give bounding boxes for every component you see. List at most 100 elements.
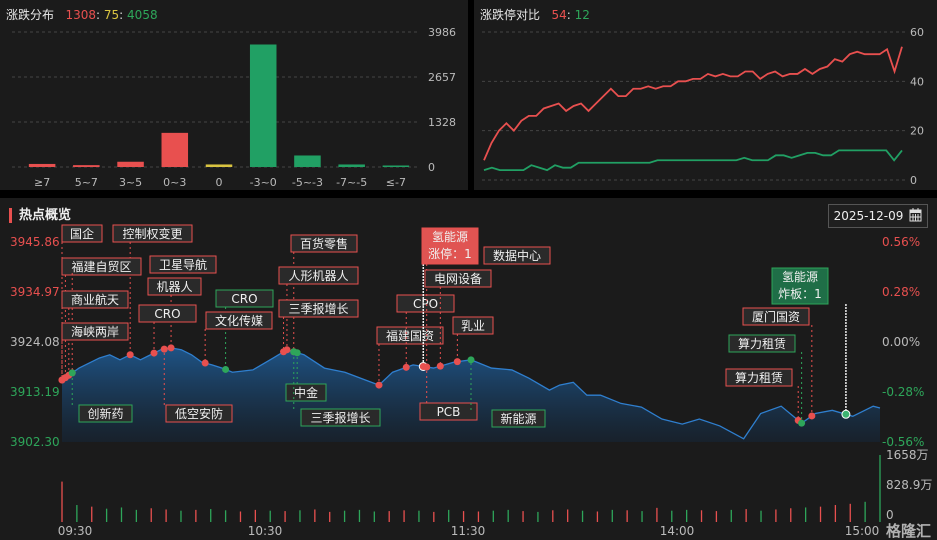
volume-tick-label: 828.9万 — [886, 478, 932, 492]
hot-tag-机器人[interactable]: 机器人 — [147, 277, 202, 296]
hot-tag-三季报增长[interactable]: 三季报增长 — [300, 408, 381, 427]
tag-dot — [150, 349, 158, 357]
hot-overview-panel: 3945.86 0.56% 3934.97 0.28% 3924.08 0.00% 3913… — [0, 198, 937, 540]
hot-tag-海峡两岸[interactable]: 海峡两岸 — [61, 322, 129, 341]
x-tick-label: 5~7 — [75, 176, 98, 189]
x-tick-label: ≤-7 — [386, 176, 406, 189]
limit-ratio-panel: 涨跌停对比 54: 12 60 40 20 0 — [474, 0, 937, 190]
price-tick-label: 3934.97 — [10, 285, 60, 299]
hot-tag-低空安防[interactable]: 低空安防 — [165, 404, 233, 423]
hot-tag-三季报增长[interactable]: 三季报增长 — [278, 299, 359, 318]
tag-label: 福建国资 — [386, 328, 434, 343]
y-tick-label: 1328 — [428, 116, 456, 129]
hot-tag-乳业[interactable]: 乳业 — [452, 316, 494, 335]
title-text: 涨跌分布 — [6, 8, 55, 22]
y-tick-label: 3986 — [428, 26, 456, 39]
tag-box — [396, 294, 455, 313]
hot-tag-中金[interactable]: 中金 — [285, 383, 327, 402]
hot-tag-CRO[interactable]: CRO — [215, 289, 274, 308]
tag-box — [278, 266, 359, 285]
y-tick-label: 60 — [910, 26, 924, 39]
tag-label: CRO — [154, 307, 180, 321]
bar — [338, 164, 365, 167]
hot-tag-CRO[interactable]: CRO — [138, 304, 197, 323]
hot-tag-人形机器人[interactable]: 人形机器人 — [278, 266, 359, 285]
hot-tag-控制权变更[interactable]: 控制权变更 — [112, 224, 193, 243]
bar — [249, 44, 277, 167]
tag-dot — [290, 348, 298, 356]
hot-tag-百货零售[interactable]: 百货零售 — [290, 234, 358, 253]
volume-tick-label: 1658万 — [886, 448, 929, 462]
down-count: 4058 — [127, 8, 158, 22]
tag-box — [483, 246, 551, 265]
hot-tag-数据中心[interactable]: 数据中心 — [483, 246, 551, 265]
hot-tag-电网设备[interactable]: 电网设备 — [424, 269, 492, 288]
hot-tag-文化传媒[interactable]: 文化传媒 — [205, 311, 273, 330]
tag-dot — [167, 344, 175, 352]
bar — [28, 163, 56, 167]
x-tick-label: -7~-5 — [336, 176, 367, 189]
hot-overview-chart[interactable]: 3945.86 0.56% 3934.97 0.28% 3924.08 0.00% 3913… — [0, 198, 937, 540]
tag-box — [165, 404, 233, 423]
tag-label: 百货零售 — [300, 236, 348, 251]
tag-dot — [402, 363, 410, 371]
tag-box — [491, 409, 546, 428]
date-picker[interactable]: 2025-12-09 — [828, 204, 928, 228]
hot-tag-算力租赁[interactable]: 算力租赁 — [728, 334, 796, 353]
time-tick-label: 15:00 — [845, 524, 880, 538]
hot-tag-福建自贸区[interactable]: 福建自贸区 — [61, 257, 142, 276]
hot-tag-CPO[interactable]: CPO — [396, 294, 455, 313]
time-tick-label: 14:00 — [660, 524, 695, 538]
time-tick-label: 10:30 — [248, 524, 283, 538]
price-tick-label: 3945.86 — [10, 235, 60, 249]
limit-down-line — [483, 149, 903, 172]
x-tick-label: 0~3 — [163, 176, 186, 189]
tag-label: 控制权变更 — [122, 226, 182, 241]
title-text: 涨跌停对比 — [480, 8, 541, 22]
tag-box — [278, 299, 359, 318]
tag-label: 福建自贸区 — [71, 259, 131, 274]
tag-label: 机器人 — [156, 280, 192, 294]
hot-tag-国企[interactable]: 国企 — [61, 224, 103, 243]
limit-ratio-title: 涨跌停对比 54: 12 — [480, 8, 590, 22]
tag-label: 商业航天 — [71, 292, 119, 307]
hot-tag-卫星导航[interactable]: 卫星导航 — [149, 255, 217, 274]
tag-dot — [453, 358, 461, 366]
tag-box — [300, 408, 381, 427]
hot-tag-厦门国资[interactable]: 厦门国资 — [742, 307, 810, 326]
hot-tag-创新药[interactable]: 创新药 — [78, 404, 133, 423]
limit-down-count: 12 — [574, 8, 590, 22]
flat-count: 75 — [103, 8, 120, 22]
tag-dot — [201, 359, 209, 367]
limit-up-line — [483, 46, 903, 161]
hot-tag-福建国资[interactable]: 福建国资 — [376, 326, 444, 345]
tag-dot — [841, 409, 851, 419]
y-tick-label: 2657 — [428, 71, 456, 84]
tag-box — [61, 257, 142, 276]
tag-label: 数据中心 — [493, 248, 541, 263]
tag-dot — [375, 381, 383, 389]
tag-box — [138, 304, 197, 323]
tag-box — [771, 267, 829, 305]
calendar-icon[interactable] — [909, 207, 922, 225]
hot-tag-PCB[interactable]: PCB — [419, 402, 478, 421]
tag-label: CRO — [231, 292, 257, 306]
hot-tag-商业航天[interactable]: 商业航天 — [61, 290, 129, 309]
distribution-title: 涨跌分布 1308: 75: 4058 — [6, 8, 158, 22]
hot-tag-新能源[interactable]: 新能源 — [491, 409, 546, 428]
tag-dot — [423, 363, 431, 371]
hot-tag-算力租赁[interactable]: 算力租赁 — [725, 368, 793, 387]
tag-dot — [280, 348, 288, 356]
tag-box — [112, 224, 193, 243]
tag-box — [421, 227, 479, 265]
tag-box — [78, 404, 133, 423]
x-tick-label: -5~-3 — [292, 176, 323, 189]
time-tick-label: 09:30 — [58, 524, 93, 538]
y-tick-label: 20 — [910, 125, 924, 138]
tag-label: 新能源 — [500, 411, 536, 426]
x-tick-label: 0 — [216, 176, 223, 189]
tag-label: 中金 — [294, 385, 318, 400]
tag-label: 海峡两岸 — [71, 324, 119, 339]
